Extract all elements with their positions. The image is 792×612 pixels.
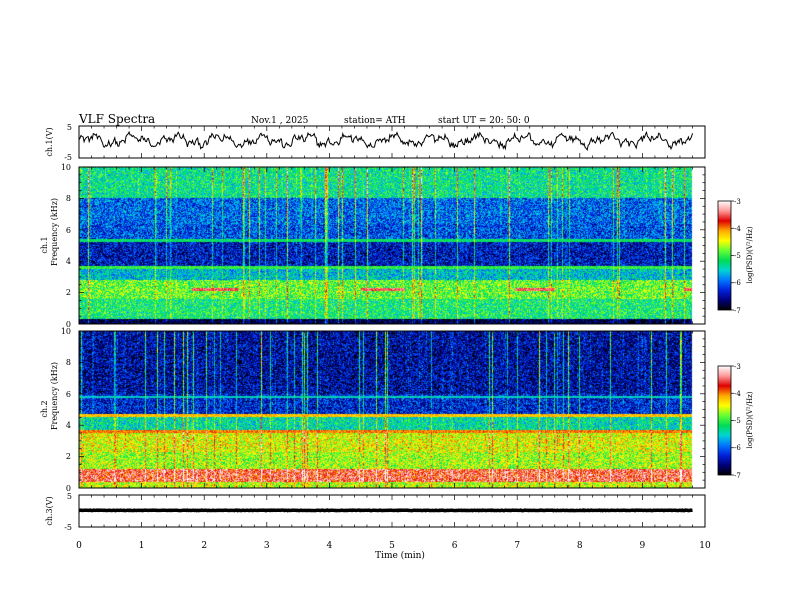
- ch1-ytick-6: 6: [66, 226, 71, 235]
- xtick-label-7: 7: [514, 541, 520, 551]
- ch1-channel-label: ch.1: [40, 236, 49, 253]
- ch3-waveform-ticks: [78, 495, 706, 527]
- xtick-label-8: 8: [577, 541, 583, 551]
- cb1-tick-m4: -4: [734, 225, 741, 233]
- station-label: station= ATH: [344, 116, 406, 126]
- ch2-colorbar: -3 -4 -5 -6 -7 log(PSD)(V²/Hz): [717, 363, 754, 480]
- figure-title: VLF Spectra: [78, 112, 155, 126]
- ch2-ytick-2: 2: [66, 452, 71, 461]
- ch3-ytick-bottom: -5: [64, 523, 72, 532]
- ch3-ytick-top: 5: [67, 492, 72, 501]
- ch3-waveform-panel: 5 -5 ch.3(V): [45, 492, 706, 532]
- ch2-spectrogram-ticks: [78, 330, 706, 489]
- ch1-spectrogram-image: [79, 167, 705, 324]
- start-time-label: start UT = 20: 50: 0: [438, 116, 530, 126]
- cb2-tick-m6: -6: [734, 444, 741, 452]
- ch1-ytick-bottom: -5: [64, 153, 72, 162]
- ch1-ytick-10: 10: [61, 163, 71, 172]
- ch1-waveform-trace: [78, 130, 693, 151]
- xtick-label-3: 3: [264, 541, 270, 551]
- ch2-colorbar-gradient: [718, 366, 731, 475]
- ch2-ytick-10: 10: [61, 327, 71, 336]
- ch1-waveform-ylabel: ch.1(V): [45, 127, 54, 156]
- ch1-ytick-8: 8: [66, 194, 71, 203]
- xtick-label-6: 6: [452, 541, 458, 551]
- xtick-label-10: 10: [699, 541, 711, 551]
- ch2-channel-label: ch.2: [40, 400, 49, 417]
- ch1-spectrogram-ticks: [78, 166, 706, 325]
- ch1-colorbar-gradient: [718, 201, 731, 310]
- ch1-waveform-ticks: [78, 126, 706, 158]
- cb1-tick-m7: -7: [734, 307, 741, 315]
- cb2-tick-m4: -4: [734, 390, 741, 398]
- ch1-ytick-2: 2: [66, 288, 71, 297]
- ch1-ytick-4: 4: [66, 257, 71, 266]
- date-label: Nov.1 , 2025: [251, 116, 309, 126]
- ch3-waveform-trace: [78, 508, 693, 513]
- cb1-tick-m3: -3: [734, 198, 741, 206]
- cb2-tick-m3: -3: [734, 363, 741, 371]
- cb1-tick-m5: -5: [734, 252, 741, 260]
- xtick-label-9: 9: [640, 541, 646, 551]
- ch3-waveform-ylabel: ch.3(V): [45, 496, 54, 525]
- cb1-tick-m6: -6: [734, 279, 741, 287]
- ch2-ytick-0: 0: [66, 484, 71, 493]
- cb2-label: log(PSD)(V²/Hz): [746, 391, 754, 448]
- ch1-ytick-top: 5: [67, 123, 72, 132]
- ch1-ytick-0: 0: [66, 320, 71, 329]
- ch1-colorbar: -3 -4 -5 -6 -7 log(PSD)(V²/Hz): [717, 198, 754, 315]
- ch2-spectrogram-image: [79, 331, 705, 488]
- cb2-tick-m5: -5: [734, 417, 741, 425]
- x-axis-label: Time (min): [375, 550, 425, 561]
- xtick-label-1: 1: [139, 541, 145, 551]
- ch2-colorbar-ticks: [731, 365, 734, 476]
- ch2-ytick-6: 6: [66, 390, 71, 399]
- xtick-label-5: 5: [389, 541, 395, 551]
- cb2-tick-m7: -7: [734, 472, 741, 480]
- cb1-label: log(PSD)(V²/Hz): [746, 226, 754, 283]
- xtick-label-2: 2: [201, 541, 207, 551]
- ch1-colorbar-ticks: [731, 200, 734, 311]
- xtick-label-0: 0: [76, 541, 82, 551]
- ch1-waveform-panel: 5 -5 ch.1(V): [45, 123, 706, 162]
- ch1-spectrogram-panel: 0 2 4 6 8 10 ch.1 Frequency (kHz): [40, 163, 706, 329]
- ch2-spectrogram-panel: 0 2 4 6 8 10 ch.2 Frequency (kHz): [40, 327, 706, 493]
- ch2-ytick-4: 4: [66, 421, 71, 430]
- ch2-frequency-label: Frequency (kHz): [50, 362, 59, 430]
- xtick-label-4: 4: [327, 541, 333, 551]
- ch2-ytick-8: 8: [66, 358, 71, 367]
- ch1-frequency-label: Frequency (kHz): [50, 198, 59, 266]
